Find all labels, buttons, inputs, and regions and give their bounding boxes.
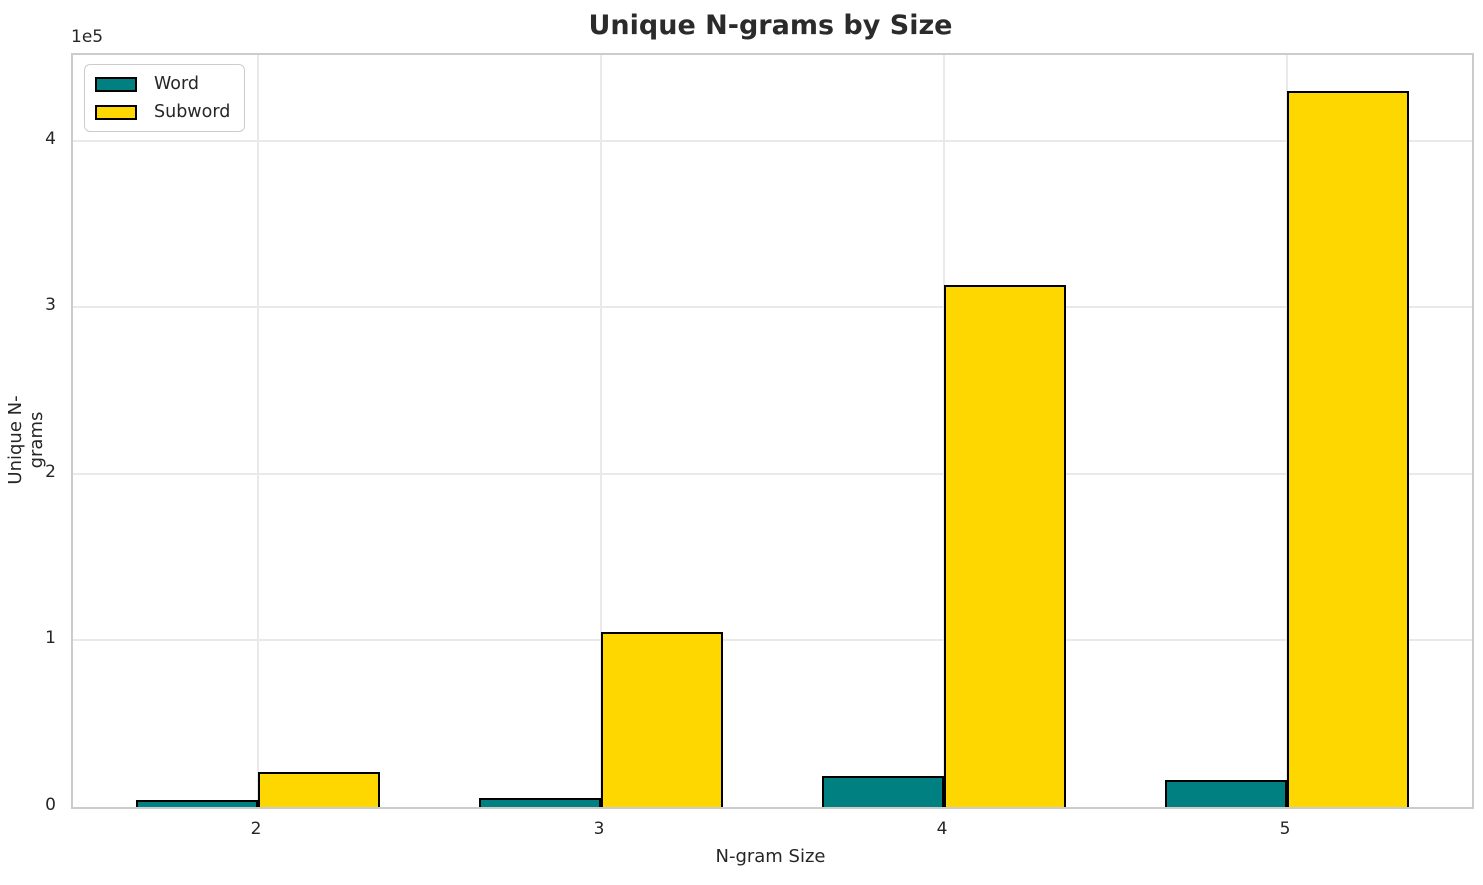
legend-item-subword: Subword <box>95 102 230 122</box>
bar-subword-2 <box>258 772 380 807</box>
chart-title: Unique N-grams by Size <box>588 10 953 41</box>
x-tick-label: 2 <box>250 819 262 839</box>
x-tick-label: 3 <box>593 819 605 839</box>
bar-subword-4 <box>944 284 1066 807</box>
y-axis-offset-label: 1e5 <box>71 27 104 47</box>
bar-subword-5 <box>1287 90 1409 807</box>
bar-word-4 <box>822 776 944 807</box>
bar-word-3 <box>479 797 601 807</box>
h-gridline <box>73 139 1472 142</box>
word-legend-swatch-icon <box>95 76 137 92</box>
x-tick-label: 4 <box>936 819 948 839</box>
v-gridline <box>600 55 602 807</box>
legend-label-word: Word <box>154 74 199 94</box>
y-tick-label: 4 <box>45 128 56 149</box>
x-tick-label: 5 <box>1279 819 1291 839</box>
subword-legend-swatch-icon <box>95 104 137 120</box>
bar-word-5 <box>1165 780 1287 807</box>
y-tick-label: 1 <box>45 628 56 649</box>
legend-label-subword: Subword <box>154 102 231 122</box>
x-axis-label: N-gram Size <box>715 846 826 867</box>
plot-area: Word Subword <box>71 53 1474 809</box>
legend: Word Subword <box>84 64 246 132</box>
y-tick-label: 2 <box>45 461 56 482</box>
y-tick-label: 0 <box>45 795 56 815</box>
y-axis-label: Unique N-grams <box>5 395 47 485</box>
h-gridline <box>73 472 1472 475</box>
legend-item-word: Word <box>95 74 230 94</box>
h-gridline <box>73 639 1472 642</box>
v-gridline <box>257 55 259 807</box>
y-tick-label: 3 <box>45 295 56 316</box>
h-gridline <box>73 306 1472 309</box>
bar-subword-3 <box>601 632 723 807</box>
bar-word-2 <box>136 799 258 807</box>
